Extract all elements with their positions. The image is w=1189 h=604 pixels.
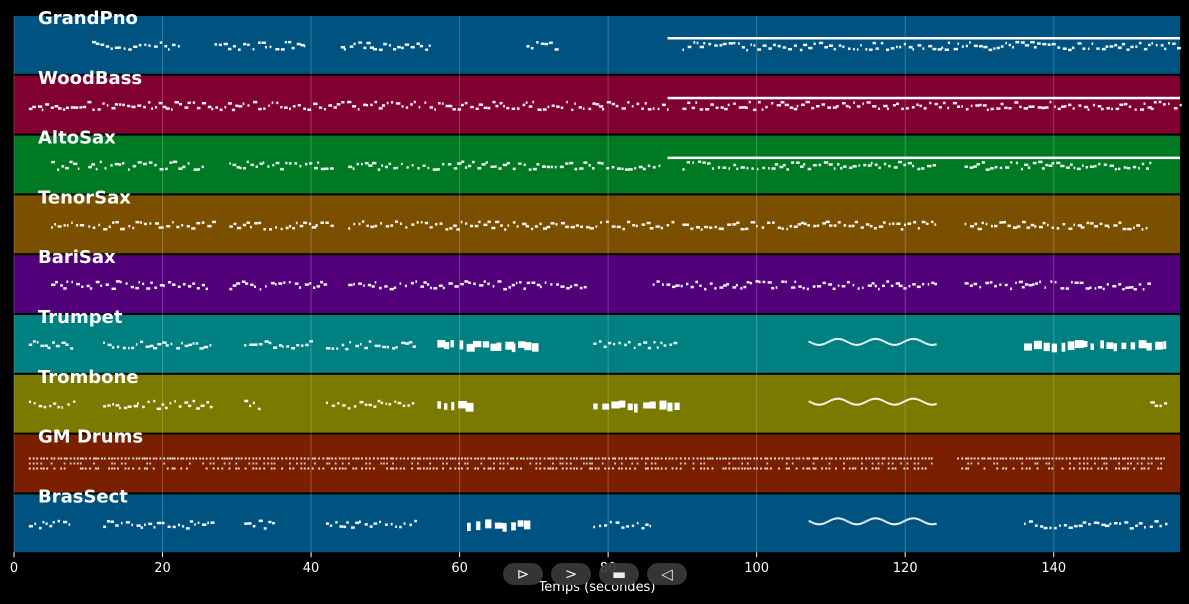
note-segment bbox=[682, 40, 1181, 52]
note-segment bbox=[325, 340, 417, 351]
track-lane-gm-drums bbox=[14, 434, 1180, 493]
note-segment bbox=[28, 340, 74, 350]
x-tick-label: 100 bbox=[744, 561, 769, 576]
note-segment bbox=[348, 160, 661, 171]
note-segment bbox=[28, 100, 669, 112]
back-triangle-icon: ◁ bbox=[661, 565, 673, 583]
note-segment bbox=[964, 220, 1148, 231]
track-lane-grandpno bbox=[14, 16, 1180, 74]
sustained-note bbox=[667, 96, 1180, 100]
note-segment bbox=[437, 401, 474, 412]
note-segment bbox=[88, 220, 217, 231]
stop-icon: ▬ bbox=[611, 565, 627, 583]
note-segment bbox=[593, 520, 652, 530]
track-labels: GrandPno WoodBass AltoSax TenorSax BariSax Tr… bbox=[38, 8, 143, 507]
forward-chevron-icon: > bbox=[564, 565, 578, 583]
note-segment bbox=[244, 519, 275, 530]
track-lane-brassect bbox=[14, 494, 1180, 553]
track-label: TenorSax bbox=[38, 187, 131, 208]
note-segment bbox=[103, 520, 215, 530]
note-segment bbox=[28, 457, 933, 470]
x-tick-label: 0 bbox=[10, 561, 18, 576]
note-segment bbox=[103, 399, 213, 411]
track-label: BrasSect bbox=[38, 486, 128, 507]
note-segment bbox=[957, 457, 1165, 470]
track-lane-altosax bbox=[14, 135, 1180, 194]
track-lane-trumpet bbox=[14, 315, 1180, 373]
note-segment bbox=[340, 41, 431, 52]
x-tick-label: 140 bbox=[1041, 561, 1066, 576]
x-tick-label: 60 bbox=[451, 561, 468, 576]
track-label: Trumpet bbox=[38, 307, 123, 328]
note-segment bbox=[652, 280, 937, 291]
note-segment bbox=[593, 400, 680, 413]
note-segment bbox=[1024, 340, 1167, 353]
note-segment bbox=[437, 339, 539, 353]
note-segment bbox=[91, 40, 180, 51]
note-segment bbox=[593, 340, 678, 350]
note-segment bbox=[28, 400, 76, 409]
note-segment bbox=[964, 160, 1152, 171]
track-lane-tenorsax bbox=[14, 195, 1180, 254]
note-marks bbox=[28, 37, 1182, 532]
sustained-note bbox=[667, 156, 1180, 160]
note-segment bbox=[229, 280, 328, 291]
note-segment bbox=[244, 340, 313, 350]
note-segment bbox=[348, 220, 675, 231]
note-segment bbox=[964, 280, 1151, 291]
note-segment bbox=[1150, 401, 1168, 408]
note-segment bbox=[325, 399, 415, 410]
note-segment bbox=[467, 519, 531, 532]
note-segment bbox=[325, 519, 417, 529]
note-segment bbox=[214, 40, 306, 51]
track-label: Trombone bbox=[38, 367, 139, 388]
playback-controls: ⊳ > ▬ ◁ bbox=[503, 563, 693, 587]
note-segment bbox=[526, 41, 559, 51]
note-segment bbox=[1024, 520, 1168, 530]
note-segment bbox=[51, 221, 85, 229]
note-segment bbox=[682, 160, 937, 171]
x-axis: 020406080100120140 bbox=[10, 552, 1066, 576]
note-segment bbox=[229, 221, 334, 231]
note-segment bbox=[28, 519, 71, 530]
note-segment bbox=[808, 517, 937, 526]
note-segment bbox=[51, 160, 80, 171]
sustained-note bbox=[667, 37, 1180, 40]
note-segment bbox=[229, 160, 334, 171]
track-label: GM Drums bbox=[38, 427, 143, 448]
stop-button[interactable]: ▬ bbox=[599, 563, 639, 585]
note-segment bbox=[103, 340, 212, 350]
note-segment bbox=[88, 160, 204, 171]
forward-button[interactable]: > bbox=[551, 563, 591, 585]
note-segment bbox=[808, 397, 937, 406]
back-button[interactable]: ◁ bbox=[647, 563, 687, 585]
track-label: WoodBass bbox=[38, 68, 142, 89]
note-segment bbox=[808, 337, 937, 346]
x-tick-label: 120 bbox=[893, 561, 918, 576]
note-segment bbox=[244, 399, 261, 411]
track-label: AltoSax bbox=[38, 128, 116, 149]
note-segment bbox=[348, 280, 587, 291]
note-segment bbox=[682, 220, 937, 231]
x-tick-label: 20 bbox=[154, 561, 171, 576]
track-label: GrandPno bbox=[38, 8, 138, 29]
play-icon-button[interactable]: ⊳ bbox=[503, 563, 543, 585]
note-segment bbox=[682, 100, 1182, 112]
x-tick-label: 40 bbox=[303, 561, 320, 576]
note-segment bbox=[51, 280, 209, 291]
play-outline-icon: ⊳ bbox=[516, 565, 530, 583]
track-label: BariSax bbox=[38, 247, 116, 268]
